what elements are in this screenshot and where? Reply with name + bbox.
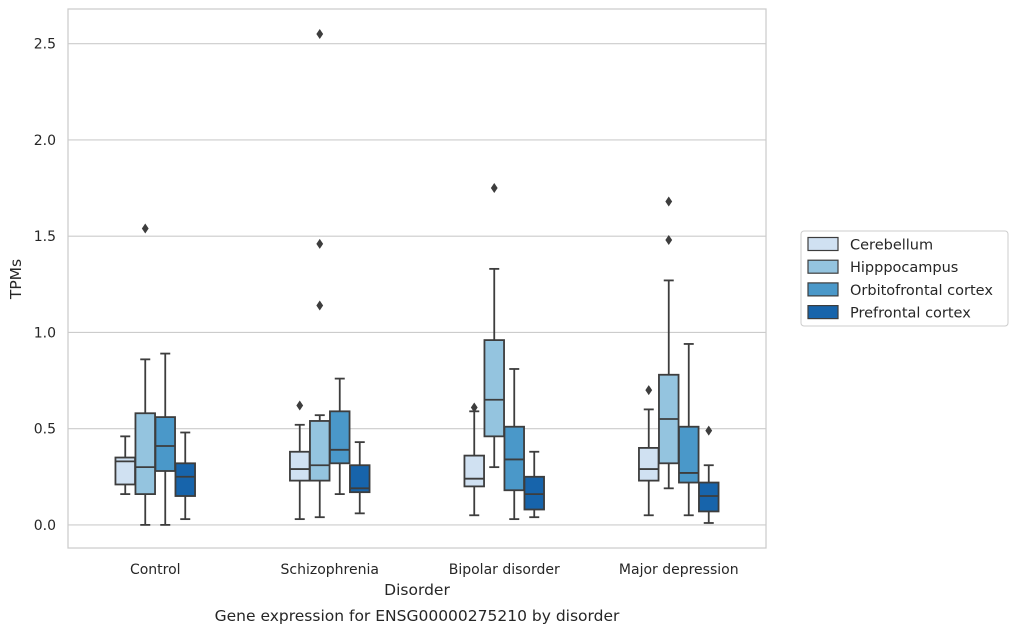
legend-label: Hipppocampus [850, 260, 958, 276]
box-cerebellum [114, 435, 136, 496]
legend-swatch [807, 305, 839, 320]
iqr-box [174, 462, 196, 497]
box-prefrontal-cortex [523, 450, 545, 519]
boxes [114, 29, 720, 526]
iqr-box [463, 454, 485, 488]
outlier-point [490, 183, 498, 194]
x-axis-label: Disorder [384, 581, 450, 599]
chart-caption: Gene expression for ENSG00000275210 by d… [215, 607, 620, 625]
legend-label: Prefrontal cortex [850, 306, 971, 322]
iqr-box [154, 416, 176, 472]
outlier-point [470, 402, 478, 413]
box-prefrontal-cortex [698, 425, 720, 524]
legend: Cerebellum Hipppocampus Orbitofrontal cort… [800, 230, 1009, 327]
x-tick-label: Schizophrenia [281, 562, 379, 578]
iqr-box [309, 420, 331, 482]
iqr-box [678, 425, 700, 484]
outlier-point [316, 238, 324, 249]
box-cerebellum [463, 402, 485, 517]
box-hipppocampus [658, 196, 680, 490]
y-tick-label: 0.0 [34, 518, 56, 534]
x-tick-labels: Control Schizophrenia Bipolar disorder Majo… [130, 562, 739, 578]
legend-swatch [807, 259, 839, 274]
box-hipppocampus [309, 29, 331, 519]
box-orbitofrontal-cortex [678, 343, 700, 517]
iqr-box [349, 464, 371, 494]
box-orbitofrontal-cortex [329, 377, 351, 496]
x-tick-label: Control [130, 562, 181, 578]
y-tick-label: 0.5 [34, 422, 56, 438]
iqr-box [503, 425, 525, 492]
outlier-point [665, 196, 673, 207]
outlier-point [296, 400, 304, 411]
iqr-box [329, 410, 351, 465]
x-tick-label: Major depression [619, 562, 739, 578]
iqr-box [523, 475, 545, 511]
iqr-box [289, 450, 311, 482]
outlier-point [316, 29, 324, 40]
y-tick-label: 1.5 [34, 229, 56, 245]
legend-label: Cerebellum [850, 238, 933, 254]
y-axis-label: TPMs [7, 259, 25, 300]
outlier-point [665, 235, 673, 245]
legend-label: Orbitofrontal cortex [850, 283, 993, 299]
grid-lines [68, 43, 766, 526]
outlier-point [141, 223, 149, 234]
y-tick-label: 1.0 [34, 325, 56, 341]
box-cerebellum [638, 385, 660, 517]
y-tick-label: 2.5 [34, 37, 56, 53]
legend-swatch [807, 236, 839, 252]
outlier-point [645, 385, 653, 396]
box-prefrontal-cortex [174, 431, 196, 521]
iqr-box [638, 446, 660, 482]
box-orbitofrontal-cortex [503, 368, 525, 521]
plot-frame [67, 8, 767, 549]
box-orbitofrontal-cortex [154, 352, 176, 526]
y-tick-labels: 0.0 0.5 1.0 1.5 2.0 2.5 [34, 37, 56, 534]
legend-frame [800, 230, 1009, 327]
x-tick-label: Bipolar disorder [449, 562, 560, 578]
y-tick-label: 2.0 [34, 133, 56, 149]
box-prefrontal-cortex [349, 441, 371, 515]
outlier-point [316, 300, 324, 311]
legend-swatch [807, 282, 839, 297]
iqr-box [698, 481, 720, 513]
iqr-box [483, 339, 505, 438]
box-hipppocampus [483, 183, 505, 469]
iqr-box [134, 412, 156, 495]
outlier-point [705, 425, 713, 436]
